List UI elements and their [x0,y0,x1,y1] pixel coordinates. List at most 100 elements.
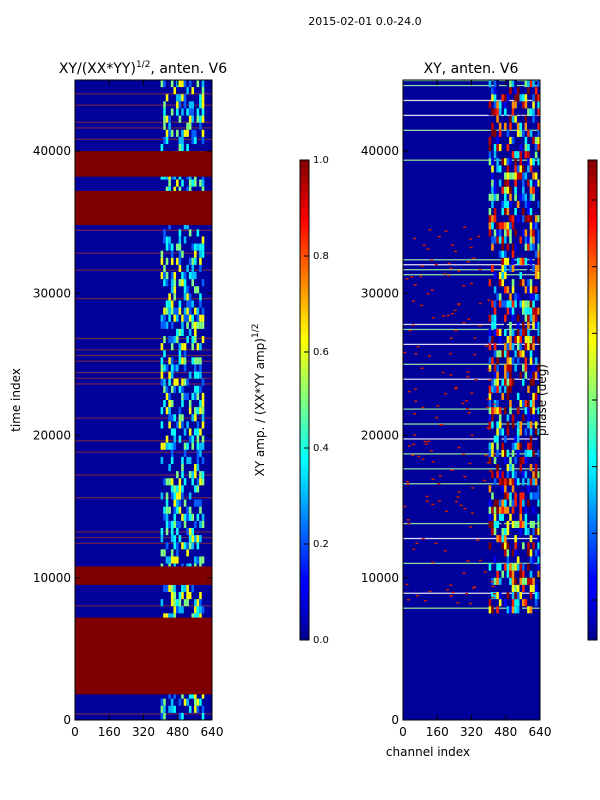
amplitude-cell [186,144,189,152]
phase-speckle [464,400,468,402]
amplitude-cell [176,542,179,550]
phase-cell [537,94,540,102]
amplitude-cell [170,528,174,536]
amplitude-cell [199,698,202,706]
amplitude-cell [176,336,179,344]
phase-cell [496,421,499,429]
phase-cell [529,307,533,315]
amplitude-cell [196,229,200,237]
amplitude-cell [170,705,174,713]
phase-cell [527,407,530,415]
amplitude-cell [183,599,187,607]
phase-cell [488,392,492,400]
amplitude-cell [194,357,197,365]
phase-cell [509,385,512,393]
phase-cell [537,513,540,521]
phase-cell [511,215,515,223]
x-tick-label: 320 [132,725,155,739]
amplitude-cell [183,499,187,507]
amplitude-cell [199,94,202,102]
phase-cell [509,264,512,272]
amplitude-colorbar-label-main: XY amp. / (XX*YY amp) [253,338,267,476]
amplitude-cell [168,336,171,344]
phase-cell [524,407,528,415]
phase-cell [519,513,523,521]
phase-cell [511,115,515,123]
phase-cell [516,122,520,130]
phase-cell [524,236,528,244]
phase-cell [529,293,533,301]
phase-cell [514,350,517,358]
phase-cell [516,584,520,592]
phase-cell [534,478,538,486]
x-tick-label: 160 [98,725,121,739]
phase-cell [496,108,499,116]
phase-cell [491,528,494,536]
amplitude-cell [168,506,171,514]
amplitude-cell [170,485,174,493]
phase-cell [522,520,525,528]
x-tick-label: 160 [426,725,449,739]
phase-cell [519,165,523,173]
amplitude-cell [178,236,182,244]
phase-cell [527,421,530,429]
amplitude-cell [201,705,205,713]
amplitude-cell [176,101,179,109]
phase-cell [488,563,492,571]
amplitude-cell [186,122,189,130]
phase-cell [504,286,507,294]
amplitude-cell [163,400,166,408]
phase-cell [498,563,502,571]
phase-cell [511,108,515,116]
phase-cell [491,336,494,344]
phase-cell [493,556,497,564]
phase-cell [529,535,533,543]
phase-cell [534,272,538,280]
amplitude-cell [196,535,200,543]
phase-speckle [412,443,416,446]
amplitude-cell [178,520,182,528]
amplitude-cell [201,520,205,528]
amplitude-cell [199,293,202,301]
phase-cell [537,272,540,280]
phase-cell [524,286,528,294]
phase-cell [501,243,505,251]
amplitude-cell [168,421,171,429]
phase-cell [501,513,505,521]
amplitude-flag-stripe [75,252,212,254]
phase-speckle [469,526,473,528]
amplitude-cell [170,428,174,436]
amplitude-cell [196,115,200,123]
phase-cell [493,421,497,429]
phase-cell [496,506,499,514]
phase-speckle [413,413,417,415]
phase-speckle [412,548,416,551]
amplitude-cell [186,599,189,607]
phase-cell [516,357,520,365]
phase-cell [509,236,512,244]
phase-cell [509,158,512,166]
amplitude-cell [170,549,174,557]
phase-cell [529,520,533,528]
x-tick-label: 320 [460,725,483,739]
amplitude-saturated-band [75,151,212,177]
phase-cell [519,193,523,201]
amplitude-cell [165,129,169,137]
amplitude-cell [188,400,192,408]
amplitude-cell [168,314,171,322]
phase-cell [491,456,494,464]
amplitude-cell [165,435,169,443]
phase-cell [506,606,510,614]
phase-cell [516,215,520,223]
phase-cell [488,229,492,237]
phase-flag-stripe [403,363,540,365]
amplitude-cell [191,279,195,287]
amplitude-cell [183,80,187,88]
amplitude-cell [170,343,174,351]
amplitude-cell [170,535,174,543]
phase-cell [537,136,540,144]
phase-cell [522,584,525,592]
amplitude-cell [168,179,171,187]
phase-cell [511,592,515,600]
phase-cell [516,293,520,301]
